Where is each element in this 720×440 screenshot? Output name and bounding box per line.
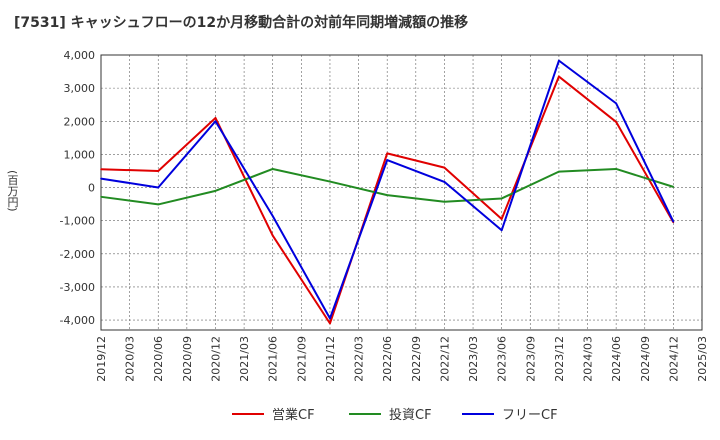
legend-label: 営業CF — [272, 407, 315, 423]
data-point — [500, 229, 503, 232]
x-tick-label: 2023/09 — [524, 336, 537, 382]
x-tick-label: 2022/03 — [353, 336, 366, 382]
legend-label: 投資CF — [389, 407, 432, 423]
data-point — [558, 59, 560, 62]
y-tick-label: -4,000 — [60, 314, 95, 327]
legend-label: フリーCF — [502, 408, 558, 423]
data-point — [100, 196, 102, 198]
data-point — [672, 220, 675, 223]
x-tick-label: 2025/03 — [696, 336, 709, 382]
data-point — [271, 168, 274, 170]
y-tick-label: 2,000 — [64, 115, 96, 128]
y-tick-label: -1,000 — [60, 215, 95, 228]
x-tick-label: 2021/06 — [267, 336, 280, 382]
x-tick-label: 2023/06 — [496, 336, 509, 382]
data-point — [157, 186, 160, 189]
data-point — [214, 117, 217, 119]
x-tick-label: 2023/03 — [467, 336, 480, 382]
x-tick-label: 2020/12 — [209, 336, 222, 382]
y-axis-label: (百万円) — [6, 170, 19, 212]
data-point — [443, 166, 446, 169]
x-tick-label: 2019/12 — [95, 336, 108, 382]
data-point — [615, 121, 617, 123]
data-point — [157, 203, 160, 206]
data-point — [500, 197, 503, 200]
data-point — [329, 317, 331, 320]
data-point — [100, 177, 102, 180]
data-point — [500, 218, 503, 220]
plot-border — [100, 54, 703, 331]
data-point — [443, 200, 446, 203]
data-point — [558, 170, 560, 173]
data-point — [386, 152, 388, 155]
x-tick-label: 2023/12 — [553, 336, 566, 382]
x-tick-label: 2024/03 — [582, 336, 595, 382]
x-tick-label: 2022/12 — [438, 336, 451, 382]
data-point — [271, 215, 274, 217]
data-point — [271, 234, 274, 237]
x-tick-label: 2022/06 — [381, 336, 394, 382]
data-point — [558, 75, 560, 78]
data-point — [443, 181, 446, 183]
x-tick-label: 2022/09 — [410, 336, 423, 382]
data-point — [386, 159, 388, 161]
y-tick-label: 3,000 — [64, 82, 96, 95]
data-point — [157, 170, 160, 172]
x-tick-label: 2020/06 — [152, 336, 165, 382]
x-tick-label: 2024/12 — [667, 336, 680, 382]
data-point — [386, 194, 388, 196]
y-tick-label: 4,000 — [64, 49, 96, 62]
data-point — [672, 186, 675, 188]
data-point — [615, 102, 617, 105]
data-point — [615, 168, 617, 170]
plot-area — [101, 55, 702, 330]
data-point — [100, 168, 102, 171]
x-tick-label: 2020/03 — [124, 336, 137, 382]
y-tick-label: 1,000 — [64, 148, 96, 161]
y-tick-label: -2,000 — [60, 248, 95, 261]
data-point — [329, 180, 331, 183]
x-tick-label: 2024/09 — [639, 336, 652, 382]
data-point — [214, 190, 217, 192]
y-tick-label: 0 — [88, 182, 95, 195]
y-tick-label: -3,000 — [60, 281, 95, 294]
data-point — [329, 322, 331, 325]
x-tick-label: 2021/12 — [324, 336, 337, 382]
x-tick-label: 2024/06 — [610, 336, 623, 382]
data-point — [214, 120, 217, 123]
x-tick-label: 2021/09 — [295, 336, 308, 382]
x-tick-label: 2021/03 — [238, 336, 251, 382]
chart-title: [7531] キャッシュフローの12か月移動合計の対前年同期増減額の推移 — [14, 15, 469, 31]
x-tick-label: 2020/09 — [181, 336, 194, 382]
